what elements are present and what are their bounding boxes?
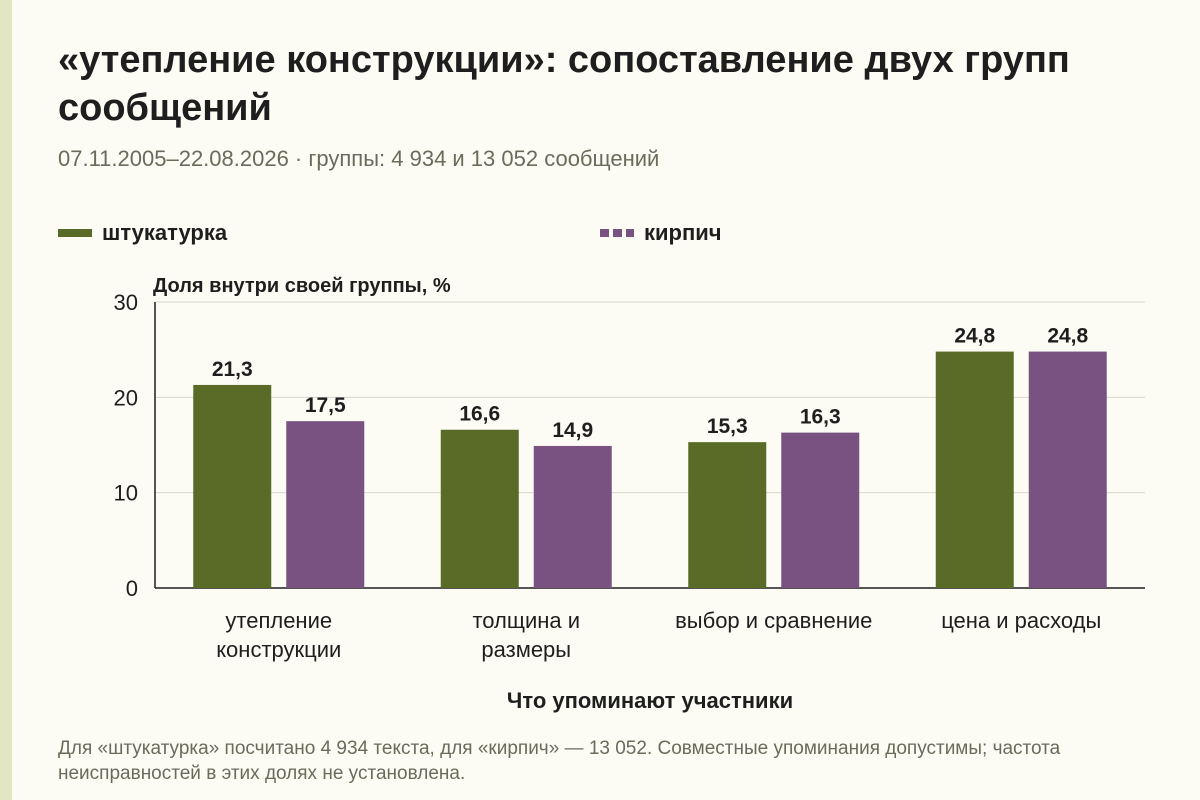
chart-footnote: Для «штукатурка» посчитано 4 934 текста,… bbox=[58, 738, 1061, 784]
bar-value-label: 16,3 bbox=[800, 406, 841, 429]
y-axis-label: Доля внутри своей группы, % bbox=[153, 275, 451, 297]
x-tick-label: утепление bbox=[225, 608, 332, 633]
side-accent-strip bbox=[0, 0, 12, 800]
bar bbox=[688, 442, 767, 588]
legend-label: штукатурка bbox=[102, 220, 228, 245]
x-tick-label: конструкции bbox=[216, 637, 341, 662]
y-tick-label: 30 bbox=[114, 290, 138, 315]
x-tick-label: выбор и сравнение bbox=[675, 608, 872, 633]
legend-label: кирпич bbox=[644, 220, 722, 245]
legend-swatch-dashed bbox=[600, 229, 634, 237]
x-axis-label: Что упоминают участники bbox=[507, 688, 793, 713]
x-tick-label: толщина и bbox=[472, 608, 580, 633]
bar bbox=[1028, 351, 1107, 588]
bar-value-label: 17,5 bbox=[305, 394, 346, 417]
x-tick-label: цена и расходы bbox=[941, 608, 1101, 633]
bar bbox=[286, 421, 365, 588]
legend-swatch-solid bbox=[58, 229, 92, 237]
bar-value-label: 21,3 bbox=[212, 358, 253, 381]
x-tick-label: размеры bbox=[481, 637, 571, 662]
bar-value-label: 16,6 bbox=[459, 403, 500, 426]
chart-title: «утепление конструкции»: сопоставление д… bbox=[58, 39, 1070, 129]
chart-subtitle: 07.11.2005–22.08.2026 · группы: 4 934 и … bbox=[58, 146, 660, 171]
legend-item-shtukaturka: штукатурка bbox=[58, 220, 227, 246]
bar bbox=[533, 445, 612, 588]
bar bbox=[193, 384, 272, 588]
bar bbox=[935, 351, 1014, 588]
bar-value-label: 14,9 bbox=[552, 419, 593, 442]
bar-value-label: 24,8 bbox=[954, 325, 995, 348]
y-tick-label: 10 bbox=[114, 481, 138, 506]
bar-value-label: 24,8 bbox=[1047, 325, 1088, 348]
legend-item-kirpich: кирпич bbox=[600, 220, 722, 246]
bar bbox=[440, 429, 519, 588]
y-tick-label: 0 bbox=[126, 576, 138, 601]
y-tick-label: 20 bbox=[114, 385, 138, 410]
bar bbox=[781, 432, 860, 588]
bar-value-label: 15,3 bbox=[707, 415, 748, 438]
